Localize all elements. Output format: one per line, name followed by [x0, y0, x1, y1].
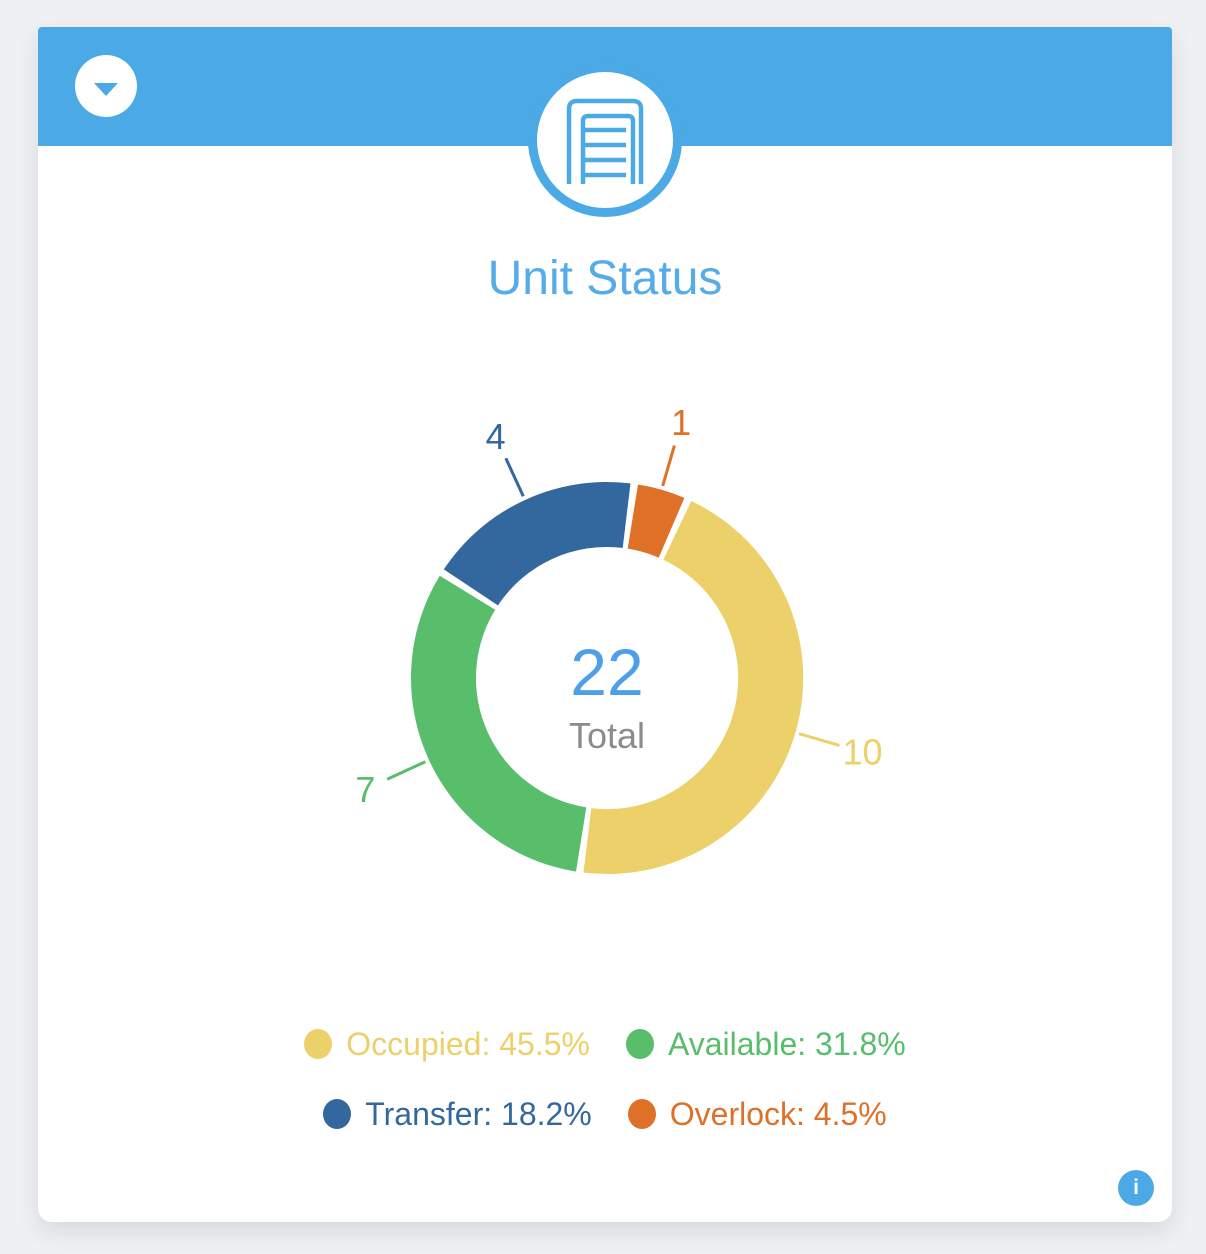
callout-line-occupied [798, 732, 840, 747]
donut-svg: 1 10 7 4 [355, 402, 883, 875]
unit-status-card: Unit Status 1 10 7 4 22 Total Occupied: 45.… [38, 27, 1172, 1222]
legend-dot-occupied [304, 1029, 333, 1059]
callout-line-available [386, 760, 426, 781]
storage-unit-door-icon [566, 98, 644, 184]
info-button[interactable]: i [1118, 1170, 1154, 1206]
legend-row-2: Transfer: 18.2% Overlock: 4.5% [38, 1092, 1172, 1136]
legend-dot-overlock [627, 1099, 656, 1129]
legend-label-overlock: Overlock: 4.5% [669, 1095, 887, 1132]
callout-value-transfer: 4 [486, 416, 506, 457]
legend-label-occupied: Occupied: 45.5% [346, 1025, 590, 1062]
legend-label-transfer: Transfer: 18.2% [365, 1095, 592, 1132]
legend-row-1: Occupied: 45.5% Available: 31.8% [38, 1022, 1172, 1066]
chart-legend: Occupied: 45.5% Available: 31.8% Transfer… [38, 1022, 1172, 1136]
donut-segment-available[interactable] [411, 575, 587, 872]
unit-status-donut-chart: 1 10 7 4 22 Total [327, 393, 887, 953]
legend-dot-available [625, 1029, 654, 1059]
callout-value-overlock: 1 [671, 402, 691, 443]
legend-item-occupied[interactable]: Occupied: 45.5% [304, 1026, 590, 1063]
unit-status-badge [528, 63, 682, 217]
callout-line-overlock [661, 445, 676, 487]
card-title: Unit Status [487, 252, 723, 305]
callout-value-occupied: 10 [842, 732, 882, 773]
donut-segment-overlock[interactable] [627, 484, 685, 558]
donut-segment-transfer[interactable] [443, 481, 631, 606]
chevron-down-icon [94, 82, 118, 96]
callout-line-transfer [504, 457, 525, 497]
legend-item-available[interactable]: Available: 31.8% [625, 1025, 906, 1063]
legend-dot-transfer [323, 1099, 352, 1129]
callout-value-available: 7 [355, 769, 375, 810]
legend-item-transfer[interactable]: Transfer: 18.2% [323, 1095, 592, 1133]
legend-label-available: Available: 31.8% [667, 1025, 906, 1062]
collapse-button[interactable] [75, 55, 137, 117]
legend-item-overlock[interactable]: Overlock: 4.5% [627, 1095, 887, 1133]
donut-segment-occupied[interactable] [583, 501, 804, 875]
